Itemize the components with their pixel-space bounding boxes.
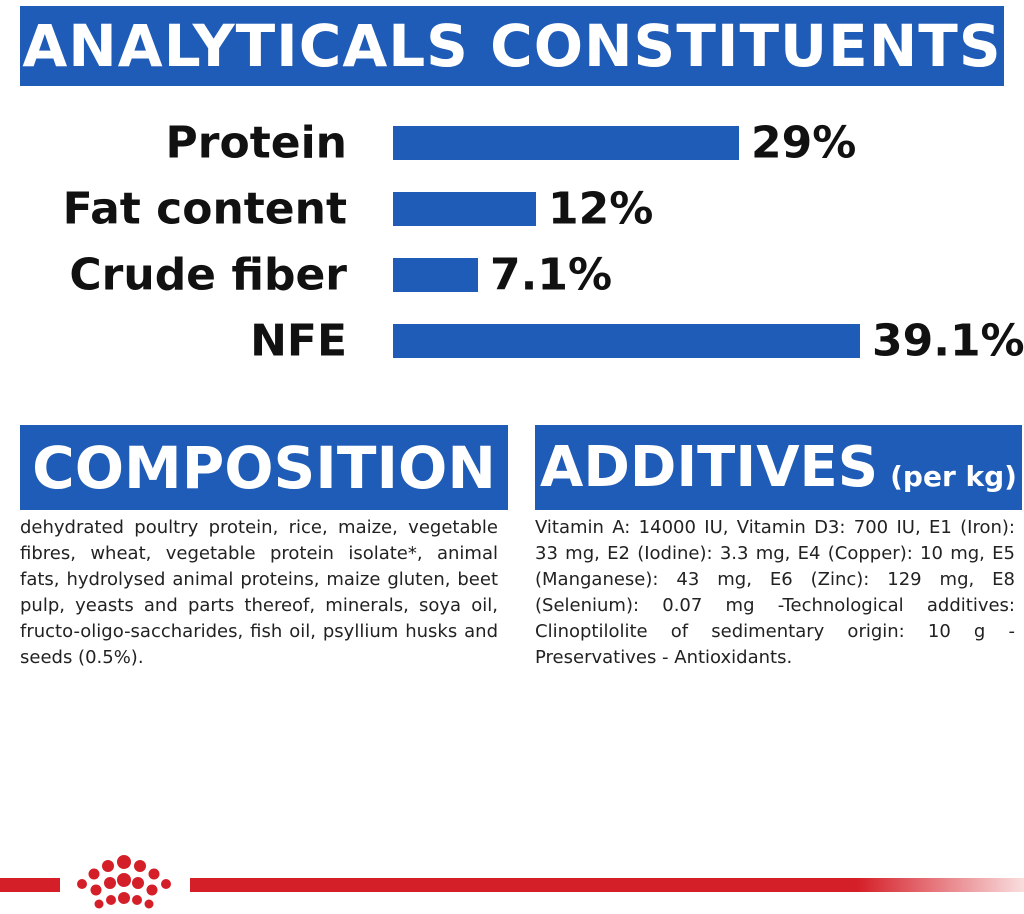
footer-stripe: [190, 878, 1024, 892]
bar-label-1: Fat content: [63, 184, 347, 235]
composition-header: COMPOSITION: [20, 425, 508, 510]
additives-header-suffix: (per kg): [890, 460, 1017, 493]
analyticals-header: ANALYTICALS CONSTITUENTS: [20, 6, 1004, 86]
analyticals-bar-chart: Protein 29% Fat content 12% Crude fiber 7.1% N…: [63, 118, 1024, 367]
additives-header-text: ADDITIVES: [540, 435, 879, 500]
additives-text: Vitamin A: 14000 IU, Vitamin D3: 700 IU,…: [535, 517, 1015, 668]
composition-header-text: COMPOSITION: [32, 433, 496, 502]
bar-0: [393, 126, 739, 160]
bar-label-3: NFE: [250, 316, 347, 367]
crown-icon: [77, 855, 171, 909]
bar-value-label-2: 7.1%: [490, 250, 612, 301]
bar-2: [393, 258, 478, 292]
bar-value-label-0: 29%: [751, 118, 856, 169]
bar-label-0: Protein: [166, 118, 347, 169]
composition-text: dehydrated poultry protein, rice, maize,…: [20, 517, 498, 668]
bar-value-label-3: 39.1%: [872, 316, 1024, 367]
bar-label-2: Crude fiber: [69, 250, 347, 301]
additives-header: ADDITIVES (per kg): [535, 425, 1022, 510]
bar-3: [393, 324, 860, 358]
analyticals-header-text: ANALYTICALS CONSTITUENTS: [22, 12, 1002, 80]
bar-value-label-1: 12%: [548, 184, 653, 235]
bar-1: [393, 192, 536, 226]
footer-stripe-left: [0, 878, 60, 892]
